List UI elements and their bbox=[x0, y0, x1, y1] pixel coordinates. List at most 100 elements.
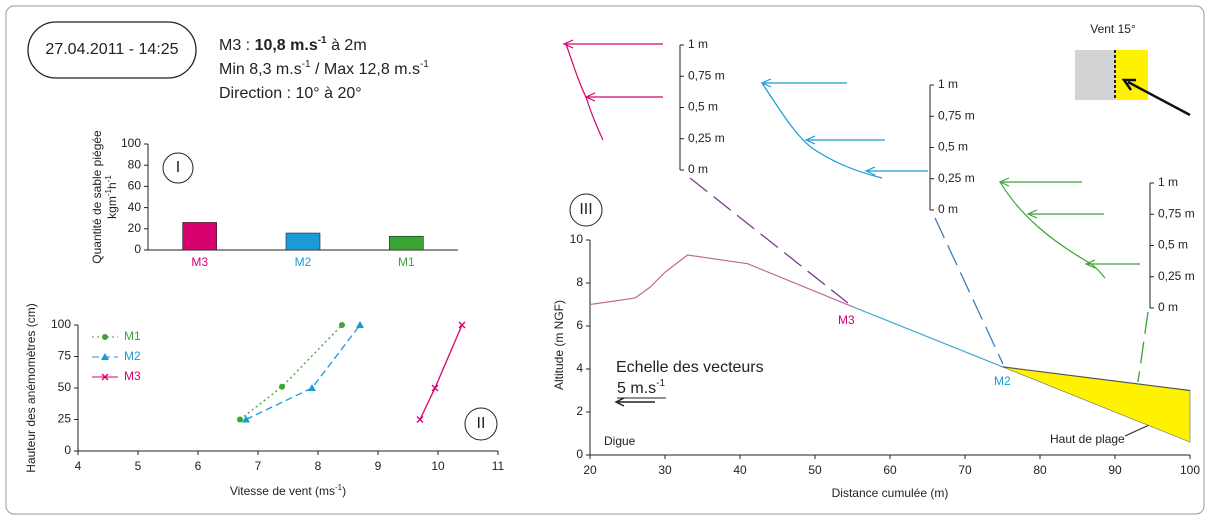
info-line: Min 8,3 m.s-1 / Max 12,8 m.s-1 bbox=[219, 59, 429, 79]
legend-label: M3 bbox=[124, 369, 141, 383]
x-tick-label: 7 bbox=[255, 459, 262, 473]
marker bbox=[339, 322, 345, 328]
y-tick-label: 100 bbox=[121, 136, 141, 150]
bar bbox=[285, 232, 321, 251]
x-tick-label: 90 bbox=[1108, 463, 1122, 477]
y-tick-label: 25 bbox=[58, 412, 72, 426]
y-tick-label: 8 bbox=[576, 275, 583, 289]
series-line bbox=[245, 324, 361, 421]
height-label: 0,25 m bbox=[688, 131, 725, 145]
height-label: 0,75 m bbox=[938, 108, 975, 122]
frame bbox=[5, 5, 1205, 515]
station-label: M3 bbox=[838, 313, 855, 327]
area-label: Haut de plage bbox=[1050, 432, 1125, 446]
profile-line bbox=[852, 306, 1003, 368]
x-tick-label: 5 bbox=[135, 459, 142, 473]
height-label: 1 m bbox=[1158, 175, 1178, 189]
panel-circle bbox=[162, 152, 194, 184]
scale-value: 5 m.s-1 bbox=[617, 378, 665, 398]
y-tick-label: 40 bbox=[128, 200, 142, 214]
marker bbox=[458, 321, 466, 329]
y-tick-label: 100 bbox=[51, 317, 71, 331]
y-tick-label: 0 bbox=[576, 447, 583, 461]
panel-label: II bbox=[477, 415, 486, 432]
legend-label: M1 bbox=[124, 329, 141, 343]
x-tick-label: 30 bbox=[658, 463, 672, 477]
info-line: Direction : 10° à 20° bbox=[219, 85, 362, 102]
x-axis-label: Distance cumulée (m) bbox=[832, 486, 949, 500]
marker bbox=[308, 384, 316, 391]
height-label: 1 m bbox=[938, 77, 958, 91]
y-tick-label: 2 bbox=[576, 404, 583, 418]
y-tick-label: 50 bbox=[58, 380, 72, 394]
x-tick-label: 70 bbox=[958, 463, 972, 477]
marker bbox=[102, 334, 108, 340]
height-label: 0,5 m bbox=[688, 100, 718, 114]
connector bbox=[689, 177, 849, 304]
height-label: 0 m bbox=[938, 202, 958, 216]
x-tick-label: 60 bbox=[883, 463, 897, 477]
wind-label: Vent 15° bbox=[1090, 22, 1136, 36]
x-tick-label: 80 bbox=[1033, 463, 1047, 477]
x-tick-label: 10 bbox=[431, 459, 445, 473]
bar bbox=[182, 222, 217, 251]
panel-label: I bbox=[176, 159, 180, 176]
x-tick-label: M1 bbox=[398, 255, 415, 269]
x-tick-label: 6 bbox=[195, 459, 202, 473]
height-label: 0,25 m bbox=[1158, 269, 1195, 283]
height-label: 0,75 m bbox=[688, 68, 725, 82]
x-tick-label: M2 bbox=[295, 255, 312, 269]
date: 27.04.2011 - 14:25 bbox=[45, 41, 178, 58]
x-tick-label: 40 bbox=[733, 463, 747, 477]
height-label: 0 m bbox=[688, 162, 708, 176]
x-tick-label: 9 bbox=[375, 459, 382, 473]
digue-label: Digue bbox=[604, 434, 636, 448]
height-label: 0,5 m bbox=[1158, 238, 1188, 252]
scale-arrow bbox=[614, 397, 655, 407]
marker bbox=[279, 383, 285, 390]
panel-circle bbox=[569, 193, 603, 227]
marker bbox=[416, 416, 424, 423]
x-axis-label: Vitesse de vent (ms-1) bbox=[230, 483, 346, 498]
x-tick-label: 20 bbox=[583, 463, 597, 477]
marker bbox=[356, 321, 364, 328]
wind-sea bbox=[1115, 50, 1148, 100]
wind-land bbox=[1075, 50, 1115, 100]
y-tick-label: 0 bbox=[64, 443, 71, 457]
y-axis-label: Hauteur des anémomètres (cm) bbox=[24, 303, 38, 472]
vector-profiles bbox=[562, 39, 1140, 279]
y-tick-label: 20 bbox=[128, 221, 142, 235]
y-tick-label: 6 bbox=[576, 318, 583, 332]
y-tick-label: 80 bbox=[128, 157, 142, 171]
x-tick-label: 4 bbox=[75, 459, 82, 473]
height-label: 0,25 m bbox=[938, 171, 975, 185]
station-label: M2 bbox=[994, 374, 1011, 388]
panel-circle bbox=[464, 407, 498, 441]
x-tick-label: 11 bbox=[492, 459, 505, 473]
series-line bbox=[419, 324, 463, 420]
x-tick-label: 50 bbox=[808, 463, 822, 477]
x-tick-label: 8 bbox=[315, 459, 322, 473]
height-label: 0,75 m bbox=[1158, 206, 1195, 220]
date-box bbox=[27, 21, 197, 79]
x-tick-label: 100 bbox=[1180, 463, 1200, 477]
x-tick-label: M3 bbox=[191, 255, 208, 269]
info-line: M3 : 10,8 m.s-1 à 2m bbox=[219, 35, 367, 55]
panel-label: III bbox=[579, 201, 592, 218]
bar bbox=[389, 235, 424, 251]
y-axis-label: Altitude (m NGF) bbox=[552, 300, 566, 390]
marker bbox=[242, 415, 250, 423]
height-label: 0 m bbox=[1158, 300, 1178, 314]
y-tick-label: 60 bbox=[128, 179, 142, 193]
wind-arrow bbox=[1121, 78, 1191, 117]
profile-line bbox=[1002, 366, 1191, 392]
y-tick-label: 75 bbox=[58, 349, 72, 363]
marker bbox=[101, 373, 109, 381]
height-label: 0,5 m bbox=[938, 140, 968, 154]
y-tick-label: 0 bbox=[134, 242, 141, 256]
y-tick-label: 10 bbox=[570, 232, 584, 246]
y-axis-label: Quantité de sable piégée bbox=[90, 130, 104, 264]
y-axis-unit: kgm-1h-1 bbox=[104, 175, 119, 219]
connector bbox=[1137, 311, 1149, 383]
